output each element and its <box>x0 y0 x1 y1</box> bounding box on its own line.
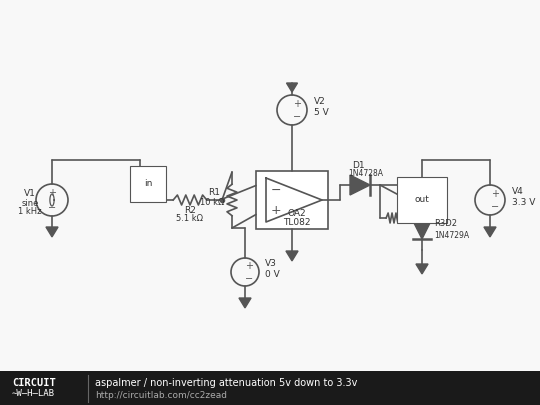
Bar <box>0 371 540 405</box>
Text: 3.3 V: 3.3 V <box>512 198 535 207</box>
Text: 5.1 kΩ: 5.1 kΩ <box>177 214 204 223</box>
Text: R1: R1 <box>208 188 220 197</box>
Text: 0 V: 0 V <box>265 270 280 279</box>
Polygon shape <box>416 264 428 274</box>
Text: aspalmer / non-inverting attenuation 5v down to 3.3v: aspalmer / non-inverting attenuation 5v … <box>95 378 357 388</box>
Text: V4: V4 <box>512 187 524 196</box>
Text: TL082: TL082 <box>284 218 310 227</box>
Text: +: + <box>48 188 56 198</box>
Polygon shape <box>287 83 298 92</box>
Text: −: − <box>271 183 281 196</box>
Polygon shape <box>484 227 496 237</box>
FancyBboxPatch shape <box>256 171 328 229</box>
Text: 10 kΩ: 10 kΩ <box>200 198 224 207</box>
Text: V2: V2 <box>314 97 326 106</box>
Text: +: + <box>293 99 301 109</box>
Text: +: + <box>271 203 281 217</box>
Polygon shape <box>239 298 251 308</box>
Text: −: − <box>293 112 301 122</box>
Text: in: in <box>144 179 152 188</box>
Text: http://circuitlab.com/cc2zead: http://circuitlab.com/cc2zead <box>95 390 227 399</box>
Text: OA2: OA2 <box>288 209 306 218</box>
Text: −: − <box>245 274 253 284</box>
Text: ∼W—H—LAB: ∼W—H—LAB <box>12 390 55 399</box>
Text: 1 kHz: 1 kHz <box>18 207 42 216</box>
Text: 5 V: 5 V <box>314 108 329 117</box>
Text: out: out <box>415 196 429 205</box>
Text: D1: D1 <box>352 161 365 170</box>
Text: V1: V1 <box>24 189 36 198</box>
Text: R2: R2 <box>184 206 196 215</box>
Text: 1N4729A: 1N4729A <box>434 230 469 239</box>
Text: V3: V3 <box>265 259 277 268</box>
Text: −: − <box>491 202 499 212</box>
Polygon shape <box>413 221 431 239</box>
Text: sine: sine <box>21 199 39 208</box>
Text: R3D2: R3D2 <box>434 220 457 228</box>
Text: +: + <box>245 261 253 271</box>
Text: 1N4728A: 1N4728A <box>348 169 383 178</box>
Polygon shape <box>286 251 298 261</box>
Text: CIRCUIT: CIRCUIT <box>12 378 56 388</box>
Text: −: − <box>48 203 56 213</box>
Text: +: + <box>491 189 499 199</box>
Polygon shape <box>46 227 58 237</box>
Polygon shape <box>350 175 370 195</box>
